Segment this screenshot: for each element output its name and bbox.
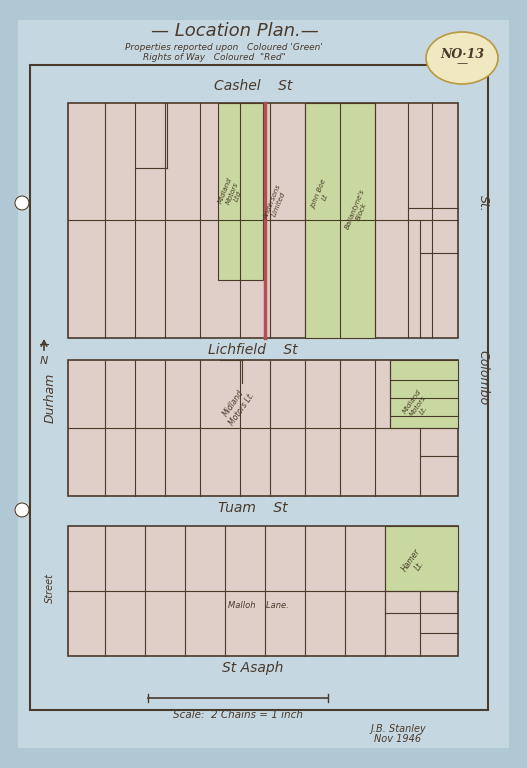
Text: N: N [40, 356, 48, 366]
Text: —: — [456, 58, 467, 68]
Bar [305, 103, 375, 338]
Bar [385, 526, 458, 591]
Text: Durham: Durham [44, 373, 56, 423]
Text: Cashel    St: Cashel St [214, 79, 292, 93]
Text: NO·13: NO·13 [440, 48, 484, 61]
Text: St Asaph: St Asaph [222, 661, 284, 675]
Text: Scale:  2 Chains = 1 inch: Scale: 2 Chains = 1 inch [173, 710, 303, 720]
Bar [68, 526, 458, 656]
Text: Midland
Motors Lt.: Midland Motors Lt. [219, 385, 257, 427]
Text: Tuam    St: Tuam St [218, 501, 288, 515]
Bar [218, 103, 263, 280]
Circle shape [15, 196, 29, 210]
Text: Rights of Way   Coloured  "Red": Rights of Way Coloured "Red" [143, 54, 286, 62]
Text: Colombo: Colombo [476, 350, 490, 406]
Text: — Location Plan.—: — Location Plan.— [151, 22, 319, 40]
Text: Ballantyne's
Block: Ballantyne's Block [344, 187, 372, 233]
Text: Malloh    Lane.: Malloh Lane. [228, 601, 288, 611]
Text: Midland
Motors
Ltd: Midland Motors Ltd [218, 177, 247, 210]
Text: Hamer
Lt.: Hamer Lt. [399, 547, 430, 579]
Text: St.: St. [476, 194, 490, 211]
Text: John Boe
Lt: John Boe Lt [310, 179, 334, 213]
Text: Properties reported upon   Coloured 'Green': Properties reported upon Coloured 'Green… [125, 42, 323, 51]
Text: Lichfield    St: Lichfield St [208, 343, 298, 357]
Circle shape [15, 503, 29, 517]
Bar [68, 103, 458, 338]
Bar [390, 360, 458, 428]
Bar [68, 360, 458, 496]
Text: Midland
Motors
Lt.: Midland Motors Lt. [402, 389, 434, 423]
Text: J.B. Stanley: J.B. Stanley [370, 724, 426, 734]
Text: Street: Street [45, 573, 55, 603]
Bar [30, 65, 488, 710]
Text: Andersons
Limited: Andersons Limited [263, 184, 289, 223]
Ellipse shape [426, 32, 498, 84]
Text: Nov 1946: Nov 1946 [375, 734, 422, 744]
